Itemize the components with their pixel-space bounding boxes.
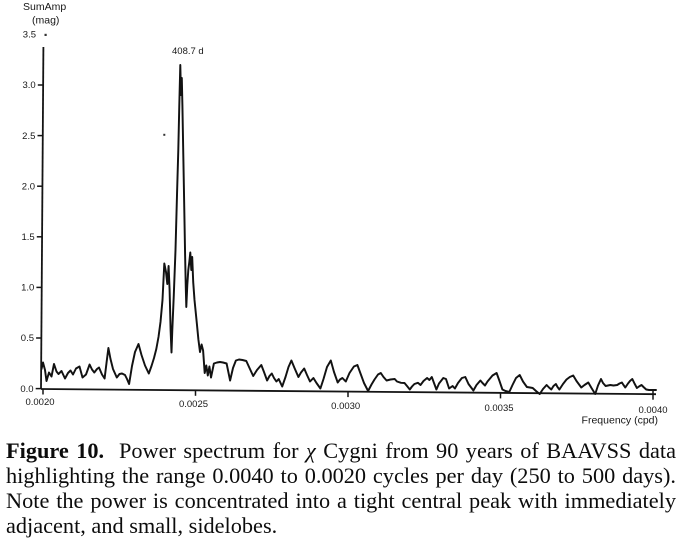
- svg-text:SumAmp: SumAmp: [23, 1, 66, 13]
- svg-text:2.0: 2.0: [22, 181, 35, 192]
- svg-text:0.0040: 0.0040: [638, 405, 667, 416]
- svg-text:0.0030: 0.0030: [331, 401, 360, 412]
- svg-text:0.0035: 0.0035: [484, 403, 513, 414]
- svg-text:0.0025: 0.0025: [179, 399, 208, 410]
- svg-text:2.5: 2.5: [22, 131, 35, 142]
- svg-text:(mag): (mag): [32, 15, 59, 27]
- svg-text:0.5: 0.5: [21, 333, 34, 344]
- svg-text:3.0: 3.0: [22, 80, 35, 91]
- svg-text:0.0020: 0.0020: [25, 397, 54, 408]
- svg-text:408.7 d: 408.7 d: [172, 46, 204, 57]
- svg-text:3.5: 3.5: [23, 30, 36, 41]
- svg-text:1.0: 1.0: [21, 283, 34, 294]
- svg-text:Frequency (cpd): Frequency (cpd): [582, 415, 658, 427]
- svg-text:1.5: 1.5: [21, 232, 34, 243]
- svg-text:0.0: 0.0: [20, 384, 33, 395]
